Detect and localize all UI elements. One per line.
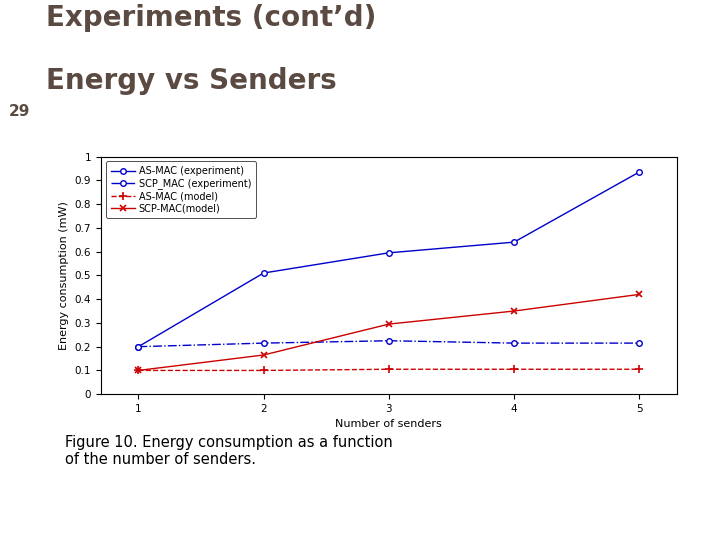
AS-MAC (experiment) <box>510 239 518 245</box>
AS-MAC (model) <box>384 366 393 373</box>
SCP_MAC (experiment) <box>510 340 518 346</box>
Text: Figure 10. Energy consumption as a function
of the number of senders.: Figure 10. Energy consumption as a funct… <box>65 435 392 467</box>
AS-MAC (experiment) <box>384 249 393 256</box>
SCP-MAC(model) <box>259 352 268 358</box>
AS-MAC (experiment) <box>134 343 143 350</box>
Line: SCP_MAC (experiment): SCP_MAC (experiment) <box>135 338 642 349</box>
SCP_MAC (experiment) <box>384 338 393 344</box>
Line: SCP-MAC(model): SCP-MAC(model) <box>135 291 643 374</box>
Legend: AS-MAC (experiment), SCP_MAC (experiment), AS-MAC (model), SCP-MAC(model): AS-MAC (experiment), SCP_MAC (experiment… <box>106 161 256 218</box>
SCP-MAC(model) <box>134 367 143 374</box>
SCP-MAC(model) <box>510 308 518 314</box>
Line: AS-MAC (experiment): AS-MAC (experiment) <box>135 169 642 349</box>
AS-MAC (model) <box>259 367 268 374</box>
SCP_MAC (experiment) <box>635 340 644 346</box>
Line: AS-MAC (model): AS-MAC (model) <box>134 365 644 375</box>
AS-MAC (model) <box>134 367 143 374</box>
SCP_MAC (experiment) <box>259 340 268 346</box>
SCP-MAC(model) <box>635 291 644 298</box>
AS-MAC (experiment) <box>635 169 644 176</box>
X-axis label: Number of senders: Number of senders <box>336 420 442 429</box>
SCP_MAC (experiment) <box>134 343 143 350</box>
SCP-MAC(model) <box>384 321 393 327</box>
Text: Energy vs Senders: Energy vs Senders <box>46 68 337 96</box>
Y-axis label: Energy consumption (mW): Energy consumption (mW) <box>59 201 69 350</box>
AS-MAC (experiment) <box>259 270 268 276</box>
AS-MAC (model) <box>635 366 644 373</box>
AS-MAC (model) <box>510 366 518 373</box>
Text: 29: 29 <box>9 104 30 119</box>
Text: Experiments (cont’d): Experiments (cont’d) <box>46 4 377 32</box>
